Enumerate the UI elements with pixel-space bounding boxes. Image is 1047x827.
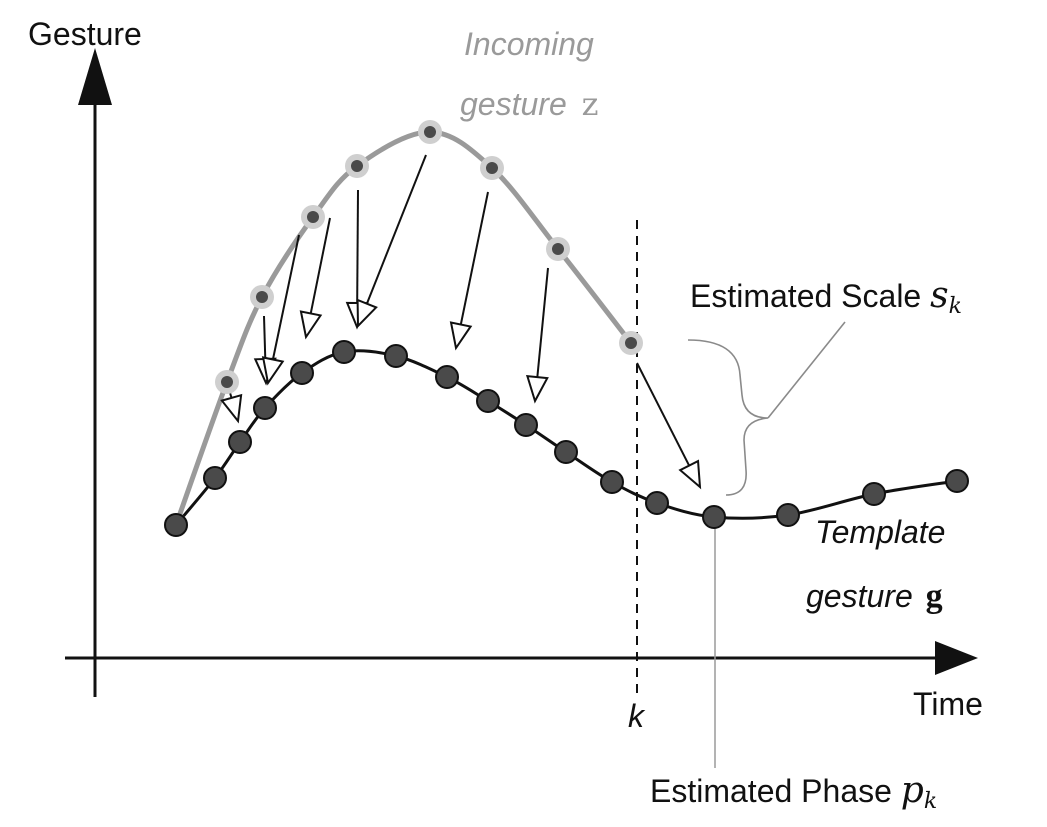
template-point-9 <box>476 389 500 413</box>
k-tick-label: k <box>628 698 644 734</box>
template-point-16 <box>862 482 886 506</box>
template-point-15 <box>776 503 800 527</box>
template-point-10 <box>514 413 538 437</box>
template-point-1 <box>164 513 188 537</box>
mapping-arrow-shaft-4 <box>309 217 331 314</box>
scale-brace <box>687 339 769 496</box>
mapping-arrow-shaft-3 <box>271 234 300 360</box>
template-label-word: gesture <box>806 578 913 614</box>
mapping-arrow-head-8 <box>525 374 549 404</box>
incoming-point-6 <box>424 126 436 138</box>
mapping-arrow-head-9 <box>678 459 702 490</box>
phase-symbol: pk <box>900 770 938 814</box>
template-point-12 <box>600 470 624 494</box>
mapping-arrow-shaft-6 <box>365 154 427 305</box>
mapping-arrow-head-4 <box>299 310 323 340</box>
incoming-label-line2: gesture z <box>460 88 598 120</box>
estimated-phase-text: Estimated Phase <box>650 773 892 809</box>
scale-symbol: sk <box>930 275 962 319</box>
incoming-label-word: gesture <box>460 86 567 122</box>
incoming-gesture-curve <box>173 129 633 526</box>
x-axis-label: Time <box>913 686 983 722</box>
template-point-6 <box>332 340 356 364</box>
mapping-arrow-shaft-7 <box>459 191 489 325</box>
template-point-5 <box>290 361 314 385</box>
template-label-line2: gesture g <box>806 580 943 614</box>
template-point-2 <box>203 466 227 490</box>
mapping-arrow-head-1 <box>220 393 243 424</box>
incoming-label-line1: Incoming <box>464 26 594 62</box>
y-axis-label: Gesture <box>28 16 142 52</box>
template-point-13 <box>645 491 669 515</box>
template-point-8 <box>435 365 459 389</box>
template-point-17 <box>945 469 969 493</box>
mapping-arrow-head-7 <box>449 321 473 351</box>
mapping-arrow-shaft-8 <box>536 267 549 378</box>
incoming-point-8 <box>552 243 564 255</box>
mapping-arrow-shaft-9 <box>636 362 691 467</box>
mapping-arrow-shaft-5 <box>356 189 359 304</box>
template-point-4 <box>253 396 277 420</box>
template-point-14 <box>702 505 726 529</box>
estimated-scale-label: Estimated Scale sk <box>690 278 962 318</box>
template-point-3 <box>228 430 252 454</box>
incoming-point-2 <box>221 376 233 388</box>
incoming-point-3 <box>256 291 268 303</box>
incoming-point-9 <box>625 337 637 349</box>
template-point-7 <box>384 344 408 368</box>
mapping-arrow-head-3 <box>261 356 285 386</box>
x-axis-arrowhead <box>935 641 978 675</box>
scale-leader-line <box>767 321 846 419</box>
template-symbol: g <box>925 578 943 615</box>
incoming-point-5 <box>351 160 363 172</box>
mapping-arrow-head-6 <box>356 298 378 329</box>
template-label-line1: Template <box>815 514 946 550</box>
estimated-scale-text: Estimated Scale <box>690 278 922 314</box>
incoming-symbol: z <box>581 85 599 123</box>
incoming-point-7 <box>486 162 498 174</box>
incoming-point-4 <box>307 211 319 223</box>
y-axis-arrowhead <box>78 48 112 105</box>
template-point-11 <box>554 440 578 464</box>
estimated-phase-label: Estimated Phase pk <box>650 773 937 813</box>
mapping-arrow-shaft-2 <box>263 315 267 360</box>
